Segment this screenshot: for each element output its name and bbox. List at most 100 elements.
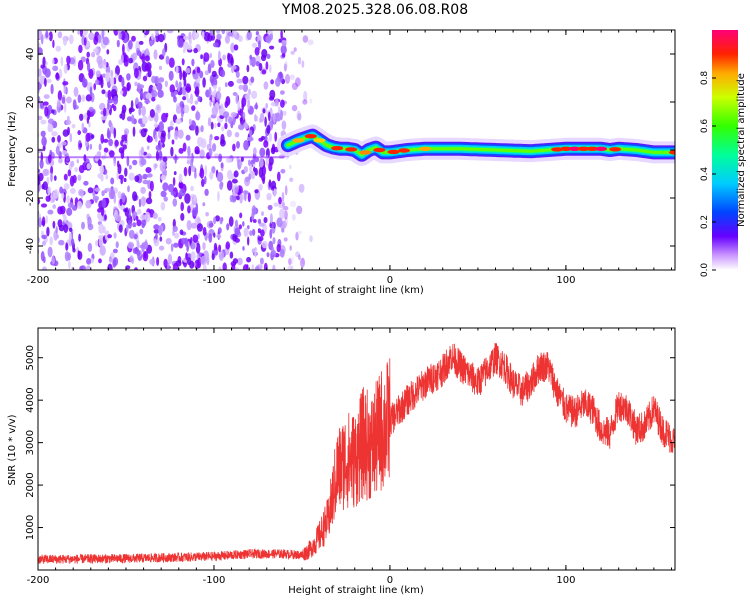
- noise-speck: [50, 194, 53, 204]
- noise-speck: [188, 38, 192, 46]
- noise-speck: [177, 129, 184, 139]
- noise-speck: [52, 204, 56, 210]
- noise-speck: [148, 191, 152, 199]
- colorbar: 0.0 0.2 0.4 0.6 0.8 Normalized spectral ampl…: [700, 30, 747, 277]
- noise-speck: [302, 35, 309, 43]
- noise-speck: [186, 220, 192, 231]
- noise-speck: [85, 265, 92, 270]
- noise-speck: [190, 222, 197, 229]
- noise-speck: [297, 113, 302, 121]
- noise-speck: [51, 136, 56, 143]
- noise-speck: [195, 125, 199, 136]
- noise-speck: [149, 258, 156, 265]
- noise-speck: [58, 224, 65, 232]
- noise-speck: [79, 113, 84, 122]
- noise-speck: [209, 30, 215, 36]
- noise-speck: [132, 222, 137, 228]
- noise-speck: [167, 262, 170, 270]
- noise-speck: [69, 175, 75, 187]
- noise-speck: [236, 195, 240, 201]
- noise-speck: [236, 78, 243, 84]
- noise-speck: [254, 189, 259, 194]
- noise-speck: [42, 145, 46, 152]
- noise-speck: [218, 250, 224, 261]
- noise-speck: [261, 48, 268, 58]
- noise-speck: [58, 239, 65, 246]
- noise-speck: [68, 232, 72, 242]
- noise-speck: [113, 105, 117, 112]
- noise-speck: [118, 224, 123, 233]
- noise-speck: [41, 234, 47, 240]
- noise-speck: [197, 257, 202, 269]
- noise-speck: [211, 91, 215, 102]
- noise-speck: [121, 86, 128, 97]
- noise-speck: [39, 159, 44, 169]
- noise-speck: [144, 63, 150, 72]
- noise-speck: [295, 231, 299, 241]
- noise-speck: [263, 262, 268, 270]
- noise-speck: [279, 208, 285, 220]
- noise-speck: [81, 78, 88, 88]
- snr-axes: -200 -100 0 100 1000 2000 3000 4000 5000: [25, 327, 676, 586]
- noise-speck: [153, 224, 160, 230]
- noise-speck: [214, 122, 217, 129]
- ridge-peak: [373, 147, 386, 153]
- noise-speck: [66, 195, 70, 204]
- noise-speck: [117, 191, 122, 199]
- noise-speck: [113, 95, 119, 105]
- noise-speck: [263, 140, 269, 148]
- noise-speck: [70, 160, 75, 168]
- noise-speck: [287, 265, 293, 270]
- noise-speck: [272, 237, 276, 245]
- noise-speck: [268, 162, 273, 172]
- noise-speck: [257, 218, 262, 224]
- noise-speck: [249, 54, 253, 60]
- noise-speck: [201, 178, 205, 188]
- noise-speck: [128, 164, 132, 170]
- ridge-peak: [313, 138, 326, 143]
- noise-speck: [42, 266, 47, 270]
- noise-speck: [158, 150, 163, 161]
- noise-speck: [251, 205, 257, 216]
- noise-speck: [39, 74, 44, 85]
- noise-speck: [52, 189, 59, 199]
- noise-speck: [138, 198, 142, 208]
- noise-speck: [246, 136, 253, 142]
- noise-speck: [300, 257, 305, 268]
- noise-speck: [81, 94, 86, 103]
- noise-speck: [172, 262, 179, 270]
- noise-speck: [289, 245, 292, 251]
- noise-speck: [290, 265, 294, 270]
- noise-speck: [86, 258, 92, 265]
- noise-speck: [268, 179, 272, 188]
- noise-speck: [59, 186, 63, 194]
- noise-speck: [61, 150, 68, 156]
- noise-speck: [274, 131, 278, 142]
- noise-speck: [156, 82, 163, 91]
- noise-speck: [154, 75, 160, 85]
- noise-speck: [67, 115, 70, 122]
- noise-speck: [282, 100, 287, 105]
- noise-speck: [141, 53, 146, 64]
- noise-speck: [208, 148, 213, 157]
- noise-speck: [55, 72, 60, 80]
- noise-speck: [124, 167, 128, 177]
- noise-speck: [220, 162, 224, 169]
- noise-speck: [123, 128, 130, 135]
- noise-speck: [73, 86, 79, 97]
- noise-speck: [251, 42, 258, 48]
- ridge-peak: [586, 146, 599, 151]
- noise-speck: [251, 170, 256, 180]
- noise-speck: [221, 30, 226, 35]
- noise-speck: [251, 264, 255, 270]
- ridge-peak: [387, 149, 400, 155]
- noise-speck: [196, 223, 203, 232]
- noise-speck: [90, 134, 95, 140]
- noise-speck: [282, 206, 289, 211]
- noise-speck: [93, 35, 99, 46]
- noise-speck: [42, 256, 46, 264]
- snr-xtick-label: 0: [387, 575, 393, 586]
- noise-speck: [293, 47, 297, 52]
- noise-speck: [200, 54, 204, 60]
